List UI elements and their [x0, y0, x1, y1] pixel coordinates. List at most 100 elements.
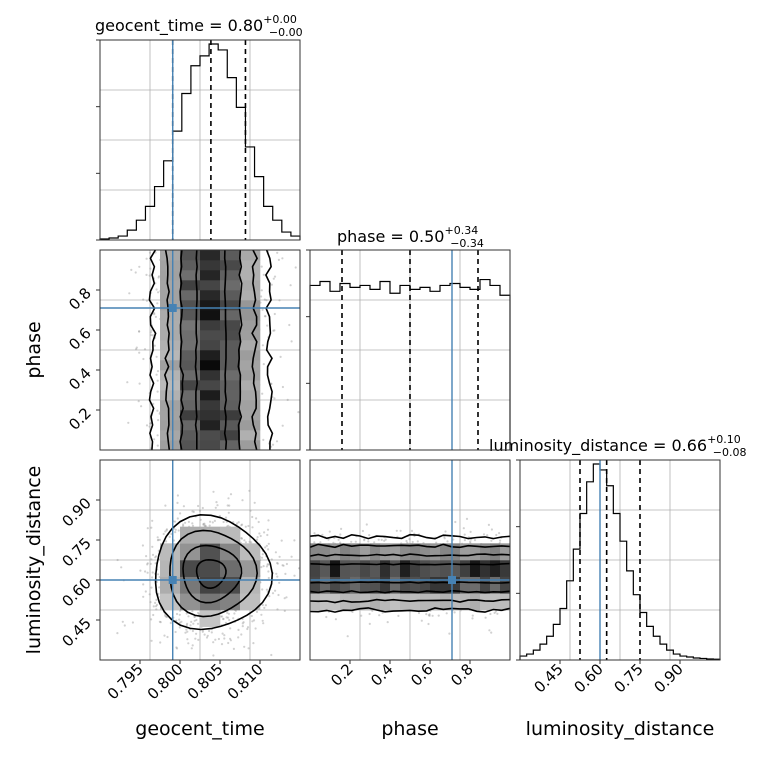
scatter-point	[189, 624, 192, 627]
scatter-point	[289, 284, 292, 287]
contour-line	[163, 250, 171, 450]
title-phase: phase = 0.50+0.34 −0.34	[337, 224, 484, 250]
scatter-point	[191, 524, 195, 527]
scatter-point	[275, 440, 279, 443]
density-cell	[350, 560, 361, 577]
density-cell	[200, 280, 221, 291]
scatter-point	[241, 499, 244, 502]
scatter-point	[277, 258, 280, 261]
density-cell	[400, 560, 411, 577]
contour-line	[310, 598, 510, 604]
scatter-point	[180, 620, 183, 623]
scatter-point	[350, 540, 353, 543]
scatter-point	[157, 291, 160, 294]
scatter-point	[454, 520, 457, 524]
scatter-point	[170, 532, 173, 536]
scatter-point	[315, 511, 317, 513]
scatter-point	[276, 562, 279, 565]
scatter-point	[175, 612, 179, 616]
scatter-point	[484, 616, 487, 619]
scatter-point	[444, 530, 447, 533]
scatter-point	[139, 569, 142, 572]
contour-line	[310, 581, 510, 584]
density-cell	[200, 430, 221, 441]
scatter-point	[224, 516, 228, 519]
scatter-point	[368, 612, 371, 616]
density-cell	[430, 593, 441, 611]
scatter-point	[157, 419, 160, 422]
scatter-point	[148, 593, 151, 596]
density-cell	[160, 260, 181, 271]
scatter-point	[154, 562, 157, 565]
scatter-point	[203, 633, 206, 636]
scatter-point	[490, 528, 493, 531]
scatter-point	[410, 529, 414, 533]
scatter-point	[191, 522, 194, 525]
scatter-point	[141, 544, 144, 547]
scatter-point	[164, 615, 168, 618]
scatter-point	[261, 344, 264, 347]
scatter-point	[173, 520, 177, 523]
density-cell	[340, 560, 351, 577]
scatter-point	[150, 639, 153, 642]
density-cell	[370, 593, 381, 611]
scatter-point	[250, 614, 253, 618]
density-cell	[200, 320, 221, 331]
density-cell	[160, 430, 181, 441]
density-cell	[220, 310, 241, 321]
scatter-point	[229, 637, 232, 640]
scatter-point	[150, 329, 153, 332]
scatter-point	[263, 315, 267, 318]
contour-line	[310, 553, 510, 557]
scatter-point	[222, 617, 225, 620]
density-cell	[490, 543, 501, 561]
scatter-point	[270, 558, 273, 561]
scatter-point	[156, 370, 160, 373]
contour-line	[264, 250, 274, 450]
scatter-point	[157, 538, 160, 541]
scatter-point	[226, 504, 229, 507]
scatter-point	[237, 521, 240, 524]
scatter-point	[148, 274, 151, 277]
scatter-point	[127, 421, 130, 424]
scatter-point	[159, 641, 162, 644]
scatter-point	[290, 340, 293, 343]
scatter-point	[251, 526, 254, 529]
scatter-point	[248, 540, 251, 543]
scatter-point	[226, 616, 230, 619]
scatter-point	[178, 626, 181, 629]
scatter-point	[462, 527, 465, 530]
density-cell	[180, 430, 201, 441]
scatter-point	[260, 265, 263, 268]
scatter-point	[293, 539, 296, 542]
scatter-point	[155, 608, 158, 611]
scatter-point	[164, 614, 167, 617]
scatter-point	[482, 533, 486, 536]
scatter-point	[126, 381, 129, 384]
scatter-point	[142, 583, 145, 586]
density-cell	[500, 593, 510, 611]
grid-luminosity-distance	[520, 460, 720, 660]
scatter-point	[149, 562, 152, 566]
scatter-point	[178, 613, 181, 616]
density-cell	[160, 320, 181, 331]
density-cell	[460, 543, 471, 561]
scatter-point	[149, 331, 152, 334]
scatter-point	[155, 555, 158, 558]
scatter-point	[223, 634, 226, 637]
density-cell	[180, 340, 201, 351]
density-cell	[440, 576, 451, 594]
scatter-point	[146, 563, 149, 566]
scatter-point	[197, 504, 200, 508]
density-cell	[310, 560, 321, 577]
scatter-point	[494, 610, 497, 613]
scatter-point	[281, 424, 284, 427]
scatter-point	[227, 497, 230, 500]
scatter-point	[281, 257, 284, 260]
density-cell	[330, 576, 341, 594]
scatter-point	[185, 624, 188, 627]
histogram-luminosity-distance	[519, 463, 721, 660]
scatter-point	[274, 551, 277, 554]
scatter-point	[270, 382, 273, 385]
title-phase-sup: +0.34	[444, 224, 478, 237]
